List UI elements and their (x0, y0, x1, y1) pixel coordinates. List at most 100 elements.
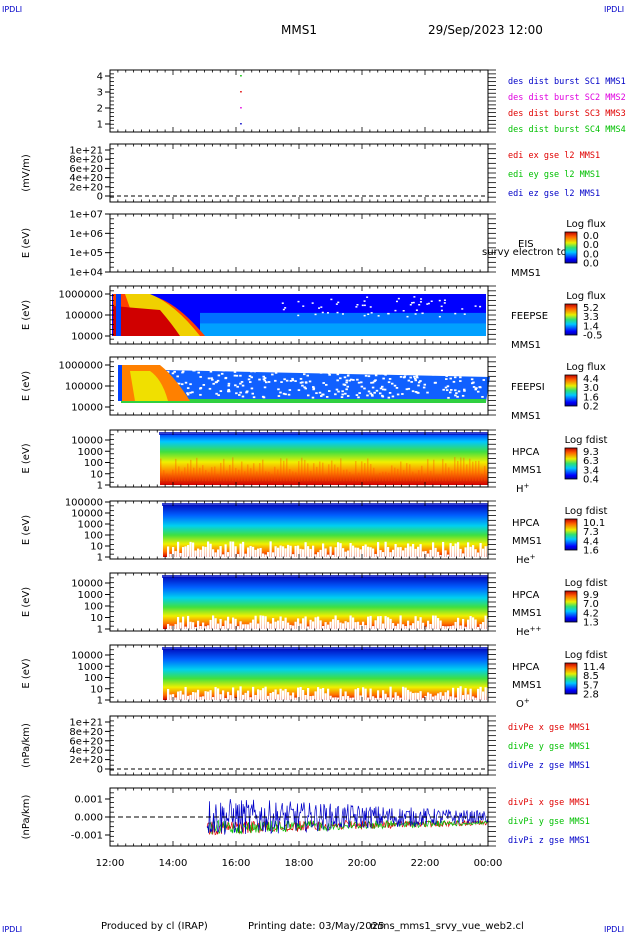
panel-divpe-legend-1: divPe y gse MMS1 (508, 742, 590, 752)
panel-hpca_h-species-charge: + (524, 482, 530, 490)
panel-burst-legend-2: des dist burst SC3 MMS3 (508, 109, 626, 119)
panel-hpca_h-ytick-label-3: 10 (90, 469, 103, 480)
panel-hpca_he-ytick-label-5: 1 (97, 553, 103, 564)
panel-feepse: 1000000 100000 10000 E (eV) FEEPSE MMS1 Log fl… (21, 285, 606, 351)
panel-hpca_h-ytick-label-4: 1 (97, 481, 103, 492)
panel-divpi-legend-1: divPi y gse MMS1 (508, 817, 590, 827)
panel-feepsi-ytick-label-0: 1000000 (58, 361, 103, 372)
panel-burst-legend-0: des dist burst SC1 MMS1 (508, 77, 626, 87)
panel-feepse-ytick-label-2: 10000 (71, 332, 103, 343)
corner-label-top-left: IPDLI (2, 5, 22, 14)
panel-edi-ytick-label-4: 2e+20 (69, 182, 103, 193)
time-axis: 12:00 14:00 16:00 18:00 20:00 22:00 00:00 (96, 858, 503, 869)
panel-hpca_h-spectrogram (159, 432, 489, 485)
panel-eis-ytick-label-1: 1e+06 (69, 229, 103, 240)
panel-hpca_o-ytick-label-2: 100 (84, 673, 103, 684)
time-tick-label-6: 00:00 (474, 858, 503, 869)
panel-hpca_he-spectrogram (162, 503, 490, 558)
panel-feepsi-gap (118, 365, 122, 401)
panel-hpca_he-cbar-title: Log fdist (565, 506, 608, 517)
panel-hpca_o-cbar (564, 662, 578, 695)
panel-feepsi-cbar-title: Log flux (566, 362, 606, 373)
panel-eis-cbar-tick-3: 0.0 (583, 259, 599, 270)
panel-feepsi-cbar-tick-2: 1.6 (583, 392, 599, 403)
panel-feepse-ytick-label-1: 100000 (65, 311, 103, 322)
panel-edi-ytick-label-3: 4e+20 (69, 173, 103, 184)
panel-hpca_he-sc: MMS1 (512, 536, 542, 547)
panel-hpca_o-ytick-label-4: 1 (97, 696, 103, 707)
panel-hpca_o-ytick-label-3: 10 (90, 684, 103, 695)
panel-hpca_hepp-species: He++ (516, 625, 542, 638)
panel-burst-legend-3: des dist burst SC4 MMS4 (508, 125, 626, 135)
panel-hpca_he-species: He+ (516, 553, 536, 566)
panel-divpi-traces (206, 798, 489, 836)
panel-edi-ytick-label-1: 8e+20 (69, 155, 103, 166)
panel-hpca_o-spectrogram (162, 647, 490, 701)
panel-hpca_hepp-cbar-tick-3: 1.3 (583, 618, 599, 629)
panel-burst-legend-1: des dist burst SC2 MMS2 (508, 93, 626, 103)
panel-edi-ytick-label-0: 1e+21 (69, 146, 103, 157)
panel-eis-instrument-overlap: survy electron to (482, 247, 567, 258)
panel-hpca_o-field (163, 649, 488, 700)
panel-eis-frame (109, 213, 489, 273)
panel-hpca_he-instrument: HPCA (512, 518, 540, 529)
panel-hpca_h-cbar-tick-3: 0.4 (583, 475, 599, 486)
panel-edi-ytick-label-2: 6e+20 (69, 164, 103, 175)
panel-eis-cbar-tick-2: 0.0 (583, 249, 599, 260)
panel-hpca_he-ytick-label-3: 100 (84, 531, 103, 542)
time-tick-label-1: 14:00 (159, 858, 188, 869)
panel-hpca_he-species-charge: + (530, 553, 536, 561)
panel-hpca_h-sc: MMS1 (512, 465, 542, 476)
panel-eis-instrument: EIS (518, 239, 534, 250)
panel-hpca_h-ytick-label-0: 10000 (71, 436, 103, 447)
panel-hpca_he-cbar-tick-3: 1.6 (583, 546, 599, 557)
panel-hpca_o-ytick-label-0: 10000 (71, 651, 103, 662)
panel-divpi-ytick-label-2: -0.001 (71, 831, 103, 842)
panel-hpca_h-cbar-tick-0: 9.3 (583, 447, 599, 458)
panel-burst-ytick-label-0: 4 (97, 72, 103, 83)
panel-burst-ytick-label-2: 2 (97, 104, 103, 115)
panel-feepse-cbar-tick-2: 1.4 (583, 321, 599, 332)
panel-eis-ytick-label-3: 1e+04 (69, 268, 103, 279)
panel-divpe-legend-2: divPe z gse MMS1 (508, 761, 590, 771)
panel-divpe-ytick-label-3: 4e+20 (69, 746, 103, 757)
panel-feepsi-ylabel: E (eV) (21, 371, 32, 401)
panel-feepse-cbar-title: Log flux (566, 291, 606, 302)
panel-hpca_h-ylabel: E (eV) (21, 443, 32, 473)
panel-hpca_hepp-instrument: HPCA (512, 590, 540, 601)
panel-eis-ylabel: E (eV) (21, 228, 32, 258)
panel-divpi-ytick-label-1: 0.000 (74, 813, 103, 824)
panel-burst-ytick-label-1: 3 (97, 88, 103, 99)
header-spacecraft: MMS1 (281, 23, 317, 37)
panel-hpca_hepp-ytick-label-0: 10000 (71, 579, 103, 590)
panel-feepsi-cbar-tick-0: 4.4 (583, 374, 599, 385)
panel-hpca_hepp-ytick-label-2: 100 (84, 602, 103, 613)
panel-burst-point-1 (240, 91, 242, 93)
panel-feepsi-ytick-label-2: 10000 (71, 403, 103, 414)
panel-divpi-trace-z (206, 798, 489, 835)
panel-divpi-trace-x (206, 819, 489, 836)
panel-eis-ytick-label-2: 1e+05 (69, 248, 103, 259)
panel-divpe-ytick-label-2: 6e+20 (69, 736, 103, 747)
panel-feepse-gap (116, 294, 121, 336)
panel-feepse-cbar-tick-0: 5.2 (583, 303, 599, 314)
panel-divpi: 0.001 0.000 -0.001 (nPa/km) divPi x gse MMS1… (21, 787, 590, 847)
header-datetime: 29/Sep/2023 12:00 (428, 23, 543, 37)
panel-feepsi-cbar-tick-3: 0.2 (583, 402, 599, 413)
panel-edi-ylabel: (mV/m) (21, 154, 32, 192)
panel-hpca_o-sc: MMS1 (512, 680, 542, 691)
panel-feepse-spectrogram (112, 294, 486, 336)
panel-hpca_o-cbar-title: Log fdist (565, 650, 608, 661)
panel-hpca_hepp-cbar-tick-0: 9.9 (583, 590, 599, 601)
panel-divpi-legend-0: divPi x gse MMS1 (508, 798, 590, 808)
panel-hpca_o-instrument: HPCA (512, 662, 540, 673)
panel-burst-point-0 (240, 75, 242, 77)
panel-burst-point-2 (240, 107, 242, 109)
panel-divpi-legend-2: divPi z gse MMS1 (508, 836, 590, 846)
panel-edi-legend-0: edi ex gse l2 MMS1 (508, 151, 600, 161)
panel-divpe-ytick-label-4: 2e+20 (69, 755, 103, 766)
panel-hpca_hepp-spectrogram (162, 575, 490, 630)
